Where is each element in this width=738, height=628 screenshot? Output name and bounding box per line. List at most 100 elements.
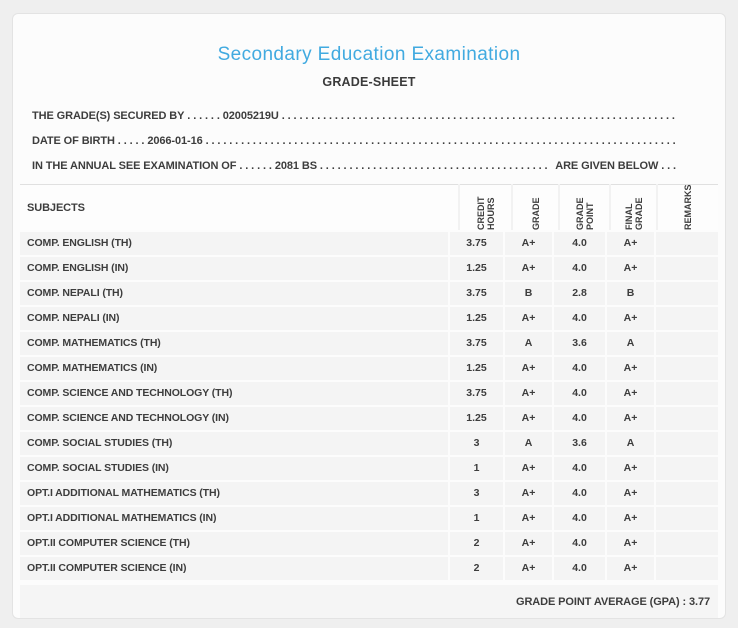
cell-subject: OPT.I ADDITIONAL MATHEMATICS (IN)	[20, 507, 448, 530]
cell-final-grade: A+	[607, 557, 654, 580]
cell-grade: A+	[505, 257, 552, 280]
cell-subject: OPT.II COMPUTER SCIENCE (TH)	[20, 532, 448, 555]
cell-grade: A+	[505, 232, 552, 255]
cell-final-grade: A+	[607, 357, 654, 380]
info-suffix: ARE GIVEN BELOW	[555, 160, 659, 172]
cell-remarks	[656, 532, 718, 555]
table-row: COMP. SOCIAL STUDIES (TH) 3 A 3.6 A	[20, 432, 718, 455]
column-header-label: GRADE	[530, 197, 541, 230]
cell-credit-hours: 1.25	[450, 357, 503, 380]
cell-credit-hours: 1	[450, 457, 503, 480]
gpa-footer: GRADE POINT AVERAGE (GPA) : 3.77	[20, 585, 718, 618]
info-label: THE GRADE(S) SECURED BY	[32, 110, 185, 122]
cell-grade-point: 2.8	[554, 282, 605, 305]
column-header-label: CREDIT HOURS	[475, 196, 496, 231]
cell-remarks	[656, 407, 718, 430]
column-header-label: REMARKS	[683, 184, 693, 230]
table-row: COMP. ENGLISH (IN) 1.25 A+ 4.0 A+	[20, 257, 718, 280]
dot-leader: . . . . . . . . . . . . . . . . . . . . …	[202, 135, 676, 147]
cell-remarks	[656, 282, 718, 305]
cell-grade-point: 4.0	[554, 232, 605, 255]
cell-final-grade: A+	[607, 457, 654, 480]
table-row: COMP. MATHEMATICS (IN) 1.25 A+ 4.0 A+	[20, 357, 718, 380]
cell-final-grade: A+	[607, 482, 654, 505]
cell-grade: A+	[505, 307, 552, 330]
table-row: COMP. MATHEMATICS (TH) 3.75 A 3.6 A	[20, 332, 718, 355]
column-header-subjects: SUBJECTS	[27, 201, 85, 214]
table-row: OPT.II COMPUTER SCIENCE (TH) 2 A+ 4.0 A+	[20, 532, 718, 555]
info-line-exam-year: IN THE ANNUAL SEE EXAMINATION OF . . . .…	[32, 154, 676, 179]
cell-final-grade: A+	[607, 257, 654, 280]
cell-subject: COMP. SOCIAL STUDIES (TH)	[20, 432, 448, 455]
cell-final-grade: A+	[607, 532, 654, 555]
column-header-remarks: REMARKS	[656, 184, 718, 230]
cell-remarks	[656, 482, 718, 505]
cell-remarks	[656, 232, 718, 255]
info-label: IN THE ANNUAL SEE EXAMINATION OF	[32, 160, 237, 172]
cell-subject: OPT.II COMPUTER SCIENCE (IN)	[20, 557, 448, 580]
cell-grade: A+	[505, 457, 552, 480]
cell-final-grade: A+	[607, 232, 654, 255]
cell-subject: COMP. MATHEMATICS (TH)	[20, 332, 448, 355]
cell-final-grade: A+	[607, 307, 654, 330]
table-row: OPT.I ADDITIONAL MATHEMATICS (TH) 3 A+ 4.0 A…	[20, 482, 718, 505]
page-title: Secondary Education Examination	[217, 44, 521, 65]
cell-remarks	[656, 457, 718, 480]
symbol-number-value: 02005219U	[222, 110, 279, 122]
cell-credit-hours: 3.75	[450, 382, 503, 405]
cell-grade-point: 4.0	[554, 482, 605, 505]
dot-leader: . . . . .	[114, 135, 148, 147]
cell-credit-hours: 3	[450, 482, 503, 505]
cell-credit-hours: 1.25	[450, 307, 503, 330]
cell-grade-point: 3.6	[554, 432, 605, 455]
cell-remarks	[656, 332, 718, 355]
cell-credit-hours: 3.75	[450, 282, 503, 305]
table-row: OPT.II COMPUTER SCIENCE (IN) 2 A+ 4.0 A+	[20, 557, 718, 580]
cell-subject: COMP. SCIENCE AND TECHNOLOGY (IN)	[20, 407, 448, 430]
gpa-text: GRADE POINT AVERAGE (GPA) : 3.77	[515, 596, 710, 608]
cell-grade-point: 4.0	[554, 407, 605, 430]
exam-year-value: 2081 BS	[274, 160, 317, 172]
table-row: COMP. SCIENCE AND TECHNOLOGY (IN) 1.25 A+ 4…	[20, 407, 718, 430]
cell-grade: A	[505, 432, 552, 455]
table-header-row: SUBJECTS CREDIT HOURS GRADE GRADE POINT …	[20, 184, 718, 230]
cell-subject: COMP. NEPALI (IN)	[20, 307, 448, 330]
column-header-credit-hours: CREDIT HOURS	[458, 184, 511, 230]
dot-leader: . . . . . .	[184, 110, 223, 122]
date-of-birth-value: 2066-01-16	[147, 135, 203, 147]
table-row: COMP. ENGLISH (TH) 3.75 A+ 4.0 A+	[20, 232, 718, 255]
cell-credit-hours: 2	[450, 557, 503, 580]
cell-final-grade: B	[607, 282, 654, 305]
cell-credit-hours: 2	[450, 532, 503, 555]
cell-remarks	[656, 557, 718, 580]
grades-table: SUBJECTS CREDIT HOURS GRADE GRADE POINT …	[20, 184, 718, 580]
cell-grade: A+	[505, 357, 552, 380]
cell-final-grade: A+	[607, 382, 654, 405]
cell-subject: COMP. SOCIAL STUDIES (IN)	[20, 457, 448, 480]
cell-grade-point: 4.0	[554, 307, 605, 330]
cell-final-grade: A	[607, 432, 654, 455]
column-header-grade: GRADE	[511, 184, 558, 230]
cell-subject: COMP. ENGLISH (TH)	[20, 232, 448, 255]
dot-leader: . . . . . . . . . . . . . . . . . . . . …	[319, 160, 551, 172]
cell-final-grade: A	[607, 332, 654, 355]
table-row: COMP. SOCIAL STUDIES (IN) 1 A+ 4.0 A+	[20, 457, 718, 480]
cell-remarks	[656, 432, 718, 455]
cell-credit-hours: 3.75	[450, 332, 503, 355]
cell-grade: A+	[505, 507, 552, 530]
cell-subject: COMP. ENGLISH (IN)	[20, 257, 448, 280]
table-row: OPT.I ADDITIONAL MATHEMATICS (IN) 1 A+ 4.0 A…	[20, 507, 718, 530]
grade-sheet-card: Secondary Education Examination GRADE-SH…	[12, 13, 726, 619]
cell-grade: A+	[505, 382, 552, 405]
cell-credit-hours: 3.75	[450, 232, 503, 255]
cell-grade-point: 4.0	[554, 457, 605, 480]
student-info-section: THE GRADE(S) SECURED BY . . . . . . 0200…	[20, 104, 718, 179]
table-row: COMP. SCIENCE AND TECHNOLOGY (TH) 3.75 A+ 4…	[20, 382, 718, 405]
cell-credit-hours: 1.25	[450, 257, 503, 280]
cell-grade-point: 3.6	[554, 332, 605, 355]
cell-grade: A+	[505, 557, 552, 580]
cell-grade: A+	[505, 482, 552, 505]
cell-credit-hours: 1	[450, 507, 503, 530]
cell-remarks	[656, 382, 718, 405]
